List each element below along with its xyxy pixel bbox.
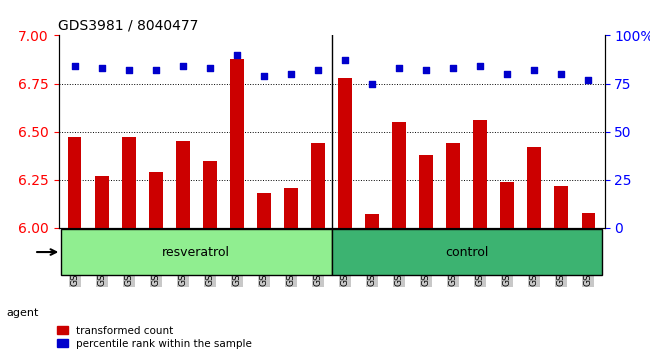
FancyBboxPatch shape	[61, 229, 332, 275]
Bar	[149, 172, 162, 228]
Text: GDS3981 / 8040477: GDS3981 / 8040477	[58, 19, 199, 33]
Point	[70, 63, 80, 69]
Bar	[419, 155, 433, 228]
Bar	[257, 193, 270, 228]
Point	[529, 67, 539, 73]
Text: agent: agent	[6, 308, 39, 318]
Point	[448, 65, 458, 71]
Bar	[500, 182, 514, 228]
Bar	[393, 122, 406, 228]
Legend: transformed count, percentile rank within the sample: transformed count, percentile rank withi…	[57, 326, 252, 349]
Point	[475, 63, 486, 69]
Bar	[122, 137, 136, 228]
Bar	[176, 141, 190, 228]
Point	[394, 65, 404, 71]
Point	[367, 81, 377, 86]
Bar	[230, 58, 244, 228]
Text: resveratrol: resveratrol	[162, 246, 230, 258]
Point	[556, 71, 566, 77]
Bar	[447, 143, 460, 228]
Point	[177, 63, 188, 69]
Point	[583, 77, 593, 82]
Bar	[95, 176, 109, 228]
Bar	[284, 188, 298, 228]
Bar	[203, 161, 216, 228]
Bar	[582, 212, 595, 228]
Point	[313, 67, 323, 73]
Bar	[311, 143, 325, 228]
Point	[151, 67, 161, 73]
Point	[502, 71, 512, 77]
Point	[97, 65, 107, 71]
Bar	[338, 78, 352, 228]
Point	[259, 73, 269, 79]
Point	[340, 58, 350, 63]
Bar	[473, 120, 487, 228]
Point	[205, 65, 215, 71]
FancyBboxPatch shape	[332, 229, 602, 275]
Bar	[554, 185, 568, 228]
Point	[286, 71, 296, 77]
Text: control: control	[445, 246, 488, 258]
Point	[231, 52, 242, 57]
Bar	[365, 215, 379, 228]
Point	[124, 67, 134, 73]
Point	[421, 67, 432, 73]
Bar	[68, 137, 81, 228]
Bar	[527, 147, 541, 228]
